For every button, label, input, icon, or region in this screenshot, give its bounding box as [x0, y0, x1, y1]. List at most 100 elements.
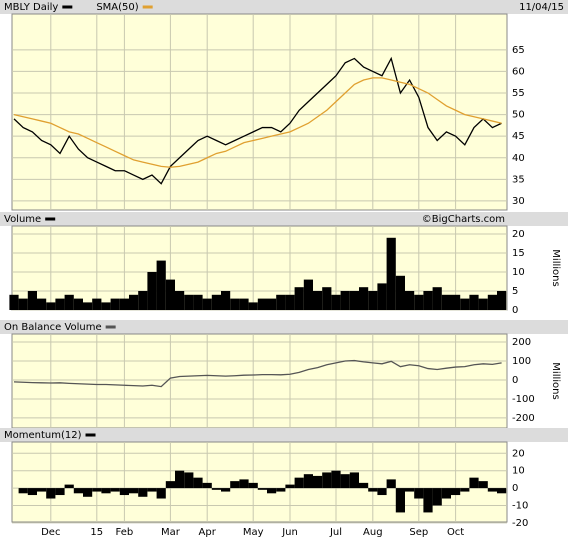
- bar: [37, 488, 47, 492]
- y-tick-label: 40: [512, 153, 525, 164]
- x-tick-label: Mar: [161, 527, 181, 538]
- bar: [423, 488, 433, 513]
- bar: [451, 488, 461, 496]
- bar: [55, 488, 65, 496]
- x-tick-label: Apr: [199, 527, 217, 538]
- date-label: 11/04/15: [519, 2, 564, 13]
- plot-area: [11, 441, 508, 523]
- bar: [322, 472, 332, 489]
- bar: [451, 294, 461, 310]
- legend-swatch: [105, 325, 116, 329]
- y-tick-label: 45: [512, 131, 525, 142]
- line: [13, 359, 502, 388]
- panel-title: Volume: [4, 214, 41, 225]
- y-tick-label: -200: [512, 413, 535, 424]
- bar: [469, 294, 479, 310]
- bar: [276, 488, 286, 492]
- bar: [349, 472, 359, 489]
- plot-area: [11, 13, 508, 211]
- bar: [64, 484, 74, 489]
- y-tick-label: 30: [512, 196, 525, 207]
- bar: [478, 481, 488, 489]
- bar: [487, 488, 497, 492]
- bar: [248, 302, 258, 310]
- bar: [27, 488, 37, 496]
- legend-label: SMA(50): [96, 2, 138, 13]
- y-tick-label: 0: [512, 305, 518, 316]
- bar: [276, 294, 286, 310]
- bar: [73, 298, 83, 310]
- bar: [202, 298, 212, 310]
- bar: [175, 290, 185, 310]
- y-tick-label: -100: [512, 394, 535, 405]
- plot-area: [11, 333, 508, 429]
- bar: [165, 481, 175, 489]
- bar: [405, 488, 415, 492]
- bar: [395, 488, 405, 513]
- bar: [303, 279, 313, 310]
- bar: [285, 294, 295, 310]
- bar: [423, 290, 433, 310]
- y-tick-label: 50: [512, 110, 525, 121]
- bar: [129, 488, 139, 494]
- x-tick-label: Feb: [116, 527, 134, 538]
- bar: [46, 302, 56, 310]
- bar: [460, 298, 470, 310]
- bar: [386, 237, 396, 310]
- bar: [193, 477, 203, 489]
- bar: [285, 484, 295, 489]
- bar: [386, 479, 396, 489]
- bar: [156, 260, 166, 310]
- bar: [202, 482, 212, 489]
- bar: [368, 488, 378, 492]
- y-tick-label: 0: [512, 375, 518, 386]
- x-tick-label: May: [243, 527, 264, 538]
- y-tick-label: 5: [512, 286, 518, 297]
- legend-swatch: [85, 433, 96, 437]
- y-axis-label: Millions: [550, 362, 561, 399]
- bar: [138, 290, 148, 310]
- bar: [322, 287, 332, 310]
- bar: [27, 290, 37, 310]
- y-tick-label: 20: [512, 229, 525, 240]
- bar: [138, 488, 148, 497]
- bar: [147, 488, 157, 492]
- bar: [368, 290, 378, 310]
- bar: [432, 488, 442, 506]
- y-tick-label: 10: [512, 267, 525, 278]
- bar: [257, 488, 267, 490]
- bar: [165, 279, 175, 310]
- bar: [18, 488, 28, 494]
- bar: [83, 302, 93, 310]
- y-tick-label: 200: [512, 337, 531, 348]
- bar: [432, 287, 442, 310]
- x-tick-label: 15: [90, 527, 103, 538]
- bar: [405, 290, 415, 310]
- bar: [101, 488, 111, 494]
- bar: [359, 482, 369, 489]
- line: [13, 56, 502, 185]
- bar: [313, 290, 323, 310]
- bar: [119, 488, 129, 496]
- bar: [460, 488, 470, 492]
- bar: [184, 472, 194, 489]
- y-tick-label: -10: [512, 500, 528, 511]
- x-tick-label: Jul: [329, 527, 342, 538]
- bar: [230, 298, 240, 310]
- bar: [92, 488, 102, 492]
- bar: [294, 287, 304, 310]
- y-tick-label: 100: [512, 356, 531, 367]
- bar: [46, 488, 56, 499]
- bar: [395, 275, 405, 310]
- x-tick-label: Dec: [41, 527, 60, 538]
- x-tick-label: Aug: [363, 527, 383, 538]
- bar: [267, 488, 277, 494]
- y-tick-label: 0: [512, 483, 518, 494]
- bar: [230, 481, 240, 489]
- x-tick-label: Oct: [447, 527, 464, 538]
- y-tick-label: 20: [512, 448, 525, 459]
- bar: [294, 477, 304, 489]
- bar: [469, 477, 479, 489]
- panel-header: [0, 212, 568, 226]
